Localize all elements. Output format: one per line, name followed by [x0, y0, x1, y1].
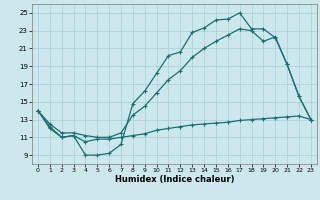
- X-axis label: Humidex (Indice chaleur): Humidex (Indice chaleur): [115, 175, 234, 184]
